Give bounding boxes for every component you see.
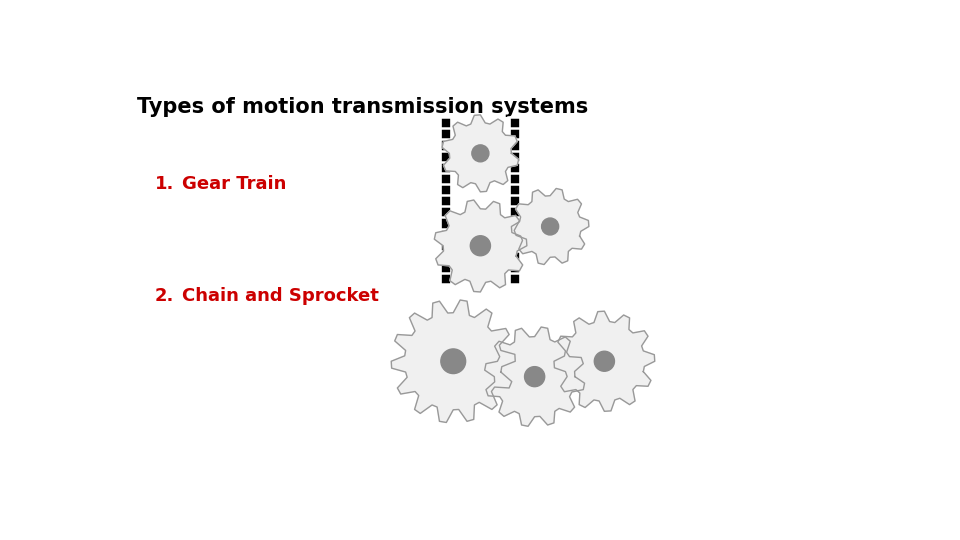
FancyBboxPatch shape xyxy=(114,59,870,486)
Polygon shape xyxy=(392,300,516,422)
Polygon shape xyxy=(512,188,588,265)
Circle shape xyxy=(441,349,466,374)
Circle shape xyxy=(470,236,491,256)
Text: Chain and Sprocket: Chain and Sprocket xyxy=(182,287,379,305)
Circle shape xyxy=(524,367,544,387)
Text: 2.: 2. xyxy=(155,287,175,305)
Polygon shape xyxy=(434,200,527,292)
Polygon shape xyxy=(554,311,655,411)
Polygon shape xyxy=(443,115,518,192)
Circle shape xyxy=(541,218,559,235)
Circle shape xyxy=(472,145,489,162)
Text: 1.: 1. xyxy=(155,175,175,193)
Text: Gear Train: Gear Train xyxy=(182,175,286,193)
Circle shape xyxy=(594,351,614,372)
Polygon shape xyxy=(485,327,585,426)
Text: Types of motion transmission systems: Types of motion transmission systems xyxy=(137,97,588,117)
